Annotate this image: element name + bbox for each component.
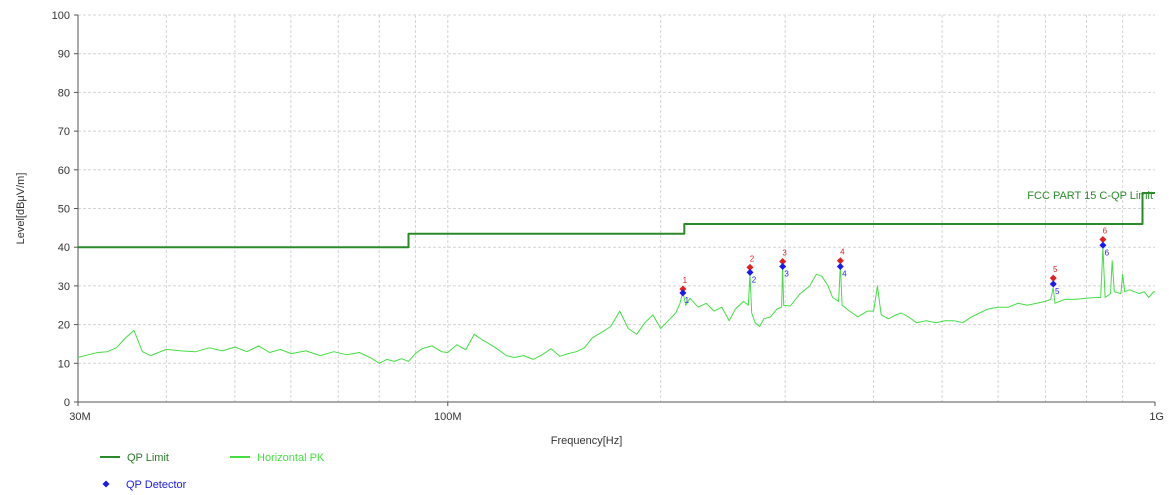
legend-label: QP Detector: [126, 479, 187, 491]
y-tick-label: 20: [58, 320, 70, 332]
grid: [78, 14, 1155, 403]
qp-detector-label: 2: [752, 275, 757, 284]
peak-marker: [779, 258, 787, 266]
y-tick-label: 30: [58, 281, 70, 293]
y-axis-title: Level[dBμV/m]: [15, 173, 27, 245]
qp-detector-marker: [746, 268, 754, 276]
qp-detector-marker: [1049, 280, 1057, 288]
peak-marker-label: 4: [840, 248, 845, 257]
peak-marker-label: 3: [782, 249, 787, 258]
peak-marker-label: 6: [1103, 226, 1108, 235]
axis-labels: Frequency[Hz] Level[dBμV/m] FCC PART 15 …: [15, 173, 1153, 447]
limit-line-label: FCC PART 15 C-QP Limit: [1027, 190, 1153, 202]
qp-detector-label: 3: [784, 270, 789, 279]
legend-swatch: [102, 480, 110, 488]
legend: QP Limit Horizontal PK QP Detector: [100, 452, 325, 491]
qp-detector-label: 4: [842, 270, 847, 279]
y-tick-label: 40: [58, 242, 70, 254]
qp-detector-label: 6: [1105, 248, 1110, 257]
y-tick-label: 90: [58, 49, 70, 61]
markers: 1 2 3 4 5 6 1 2 3 4 5 6: [679, 226, 1110, 305]
qp-detector-marker: [679, 289, 687, 297]
y-tick-label: 50: [58, 204, 70, 216]
y-tick-label: 80: [58, 87, 70, 99]
peak-marker: [679, 285, 687, 293]
peak-marker-label: 1: [683, 276, 688, 285]
y-tick-label: 0: [64, 397, 70, 409]
peak-marker: [1099, 235, 1107, 243]
x-tick-label: 1G: [1149, 411, 1164, 423]
legend-label: QP Limit: [127, 452, 169, 464]
legend-label: Horizontal PK: [257, 452, 325, 464]
qp-detector-marker: [779, 263, 787, 271]
x-tick-label: 30M: [69, 411, 90, 423]
y-tick-label: 60: [58, 165, 70, 177]
peak-marker-label: 2: [750, 254, 755, 263]
y-tick-label: 100: [52, 10, 70, 22]
qp-detector-label: 1: [685, 296, 690, 305]
x-tick-label: 100M: [434, 411, 462, 423]
qp-limit-line: [78, 192, 1155, 249]
peak-marker: [1049, 274, 1057, 282]
y-tick-label: 70: [58, 126, 70, 138]
horizontal-pk-trace: [77, 246, 1155, 364]
axes: 0 10 20 30 40 50 60 70 80 90 100 30M 100M 1G: [52, 10, 1164, 423]
x-axis-title: Frequency[Hz]: [551, 435, 623, 447]
peak-marker: [836, 257, 844, 265]
qp-detector-marker: [836, 263, 844, 271]
peak-marker: [746, 263, 754, 271]
qp-detector-marker: [1099, 241, 1107, 249]
series: [77, 192, 1155, 364]
peak-marker-label: 5: [1053, 265, 1058, 274]
y-tick-label: 10: [58, 358, 70, 370]
qp-detector-label: 5: [1055, 287, 1060, 296]
